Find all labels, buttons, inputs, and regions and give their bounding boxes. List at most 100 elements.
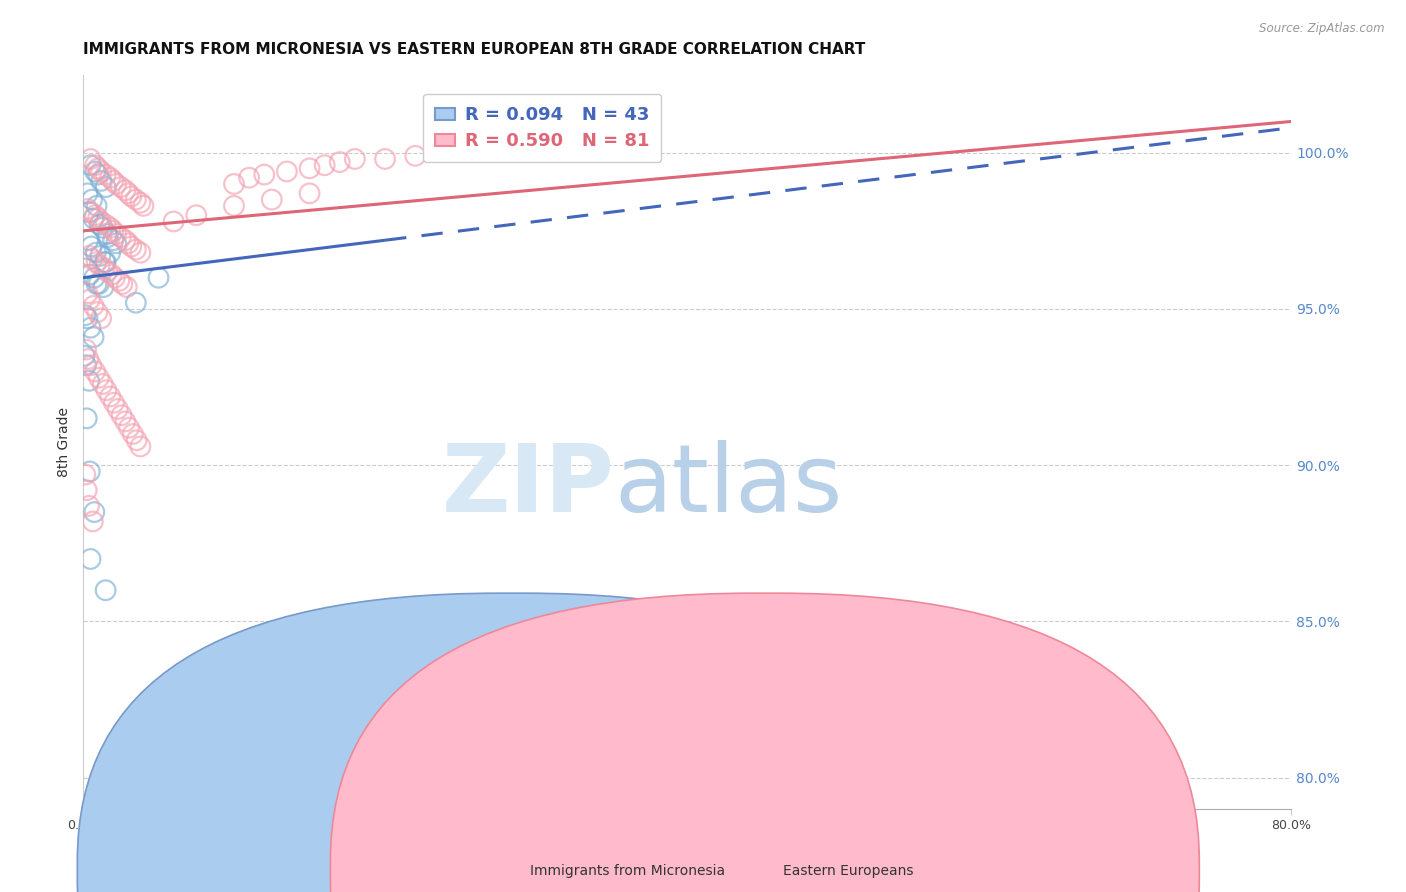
Point [129,245,152,260]
Point [125,243,148,257]
Point [103,233,125,247]
Text: Source: ZipAtlas.com: Source: ZipAtlas.com [1260,22,1385,36]
Point [125,295,148,310]
Point [93,261,115,276]
Point [75,343,97,357]
Point [314,158,336,172]
Point [121,427,143,442]
Point [343,152,366,166]
Point [94,180,117,194]
Point [104,270,127,285]
Point [117,236,139,251]
Point [129,195,152,210]
Point [96,264,118,278]
Point [82,515,104,529]
Text: IMMIGRANTS FROM MICRONESIA VS EASTERN EUROPEAN 8TH GRADE CORRELATION CHART: IMMIGRANTS FROM MICRONESIA VS EASTERN EU… [83,42,865,57]
Point [86,255,108,269]
Point [76,286,98,301]
Point [79,205,101,219]
Point [98,220,121,235]
Point [162,214,184,228]
Point [79,152,101,166]
Y-axis label: 8th Grade: 8th Grade [58,407,72,477]
Point [132,199,155,213]
Point [77,374,100,388]
Point [114,415,136,429]
Point [115,280,138,294]
Point [77,233,100,247]
Point [84,245,107,260]
Point [110,180,132,194]
Point [83,270,105,285]
Point [298,161,321,176]
Point [98,389,121,403]
Point [79,320,101,334]
Point [79,158,101,172]
Point [77,499,100,513]
Point [87,168,110,182]
Point [75,358,97,372]
Point [79,293,101,307]
Point [97,230,120,244]
Point [79,268,101,282]
Text: Eastern Europeans: Eastern Europeans [783,864,914,879]
Point [94,168,117,182]
Point [253,168,276,182]
Point [114,183,136,197]
Point [129,440,152,454]
Point [75,467,97,482]
Point [120,239,142,253]
Point [238,170,260,185]
Point [80,252,103,266]
Text: ZIP: ZIP [441,440,614,532]
Point [96,227,118,241]
Point [105,236,128,251]
Point [80,239,103,253]
Point [374,152,396,166]
Point [79,552,101,566]
Point [89,249,111,263]
Point [76,186,98,201]
Point [80,358,103,372]
Point [77,249,100,263]
Point [84,364,107,378]
Point [86,305,108,319]
Text: Immigrants from Micronesia: Immigrants from Micronesia [530,864,725,879]
Point [76,311,98,326]
Point [110,408,132,422]
Point [222,177,245,191]
Point [83,299,105,313]
Point [103,174,125,188]
Point [222,199,245,213]
Point [94,218,117,232]
Point [107,401,129,416]
Point [89,218,111,232]
Point [125,434,148,448]
Point [94,583,117,598]
Point [86,199,108,213]
Point [108,274,131,288]
Point [329,155,352,169]
Point [83,211,105,226]
Point [76,411,98,425]
Point [73,349,96,363]
Point [80,193,103,207]
Point [90,311,112,326]
Point [298,186,321,201]
Point [103,224,125,238]
Point [114,233,136,247]
Point [86,277,108,291]
Point [83,330,105,344]
Point [90,174,112,188]
Point [118,421,141,435]
Point [110,230,132,244]
Point [93,280,115,294]
Point [260,193,283,207]
Point [87,161,110,176]
Point [120,189,142,203]
Point [79,465,101,479]
Point [76,202,98,216]
Point [90,214,112,228]
Point [76,261,98,276]
Point [84,158,107,172]
